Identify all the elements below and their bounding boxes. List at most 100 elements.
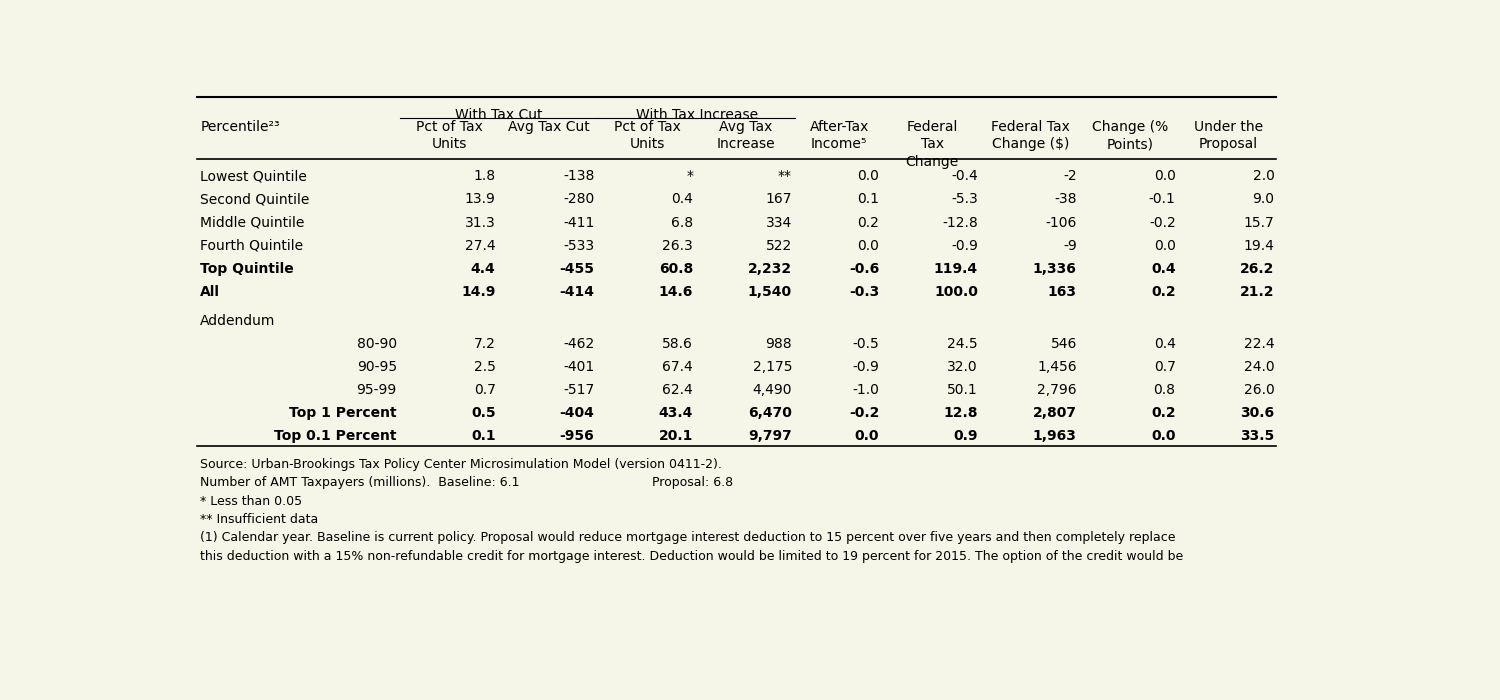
Text: 26.3: 26.3: [663, 239, 693, 253]
Text: 21.2: 21.2: [1240, 285, 1275, 299]
Text: 43.4: 43.4: [658, 406, 693, 420]
Text: 0.4: 0.4: [672, 193, 693, 206]
Text: 0.7: 0.7: [474, 383, 495, 397]
Text: 0.5: 0.5: [471, 406, 495, 420]
Text: 80-90: 80-90: [357, 337, 396, 351]
Text: 9,797: 9,797: [748, 430, 792, 444]
Text: 13.9: 13.9: [465, 193, 495, 206]
Text: 58.6: 58.6: [663, 337, 693, 351]
Text: -0.9: -0.9: [951, 239, 978, 253]
Text: 1.8: 1.8: [474, 169, 495, 183]
Text: 90-95: 90-95: [357, 360, 396, 374]
Text: 4,490: 4,490: [753, 383, 792, 397]
Text: 0.0: 0.0: [855, 430, 879, 444]
Text: -0.2: -0.2: [849, 406, 879, 420]
Text: 334: 334: [765, 216, 792, 230]
Text: 67.4: 67.4: [663, 360, 693, 374]
Text: 546: 546: [1050, 337, 1077, 351]
Text: All: All: [201, 285, 220, 299]
Text: 62.4: 62.4: [663, 383, 693, 397]
Text: ** Insufficient data: ** Insufficient data: [201, 513, 318, 526]
Text: 0.0: 0.0: [858, 239, 879, 253]
Text: Percentile²³: Percentile²³: [201, 120, 280, 134]
Text: 0.7: 0.7: [1154, 360, 1176, 374]
Text: Top 0.1 Percent: Top 0.1 Percent: [274, 430, 396, 444]
Text: 0.0: 0.0: [1154, 239, 1176, 253]
Text: (1) Calendar year. Baseline is current policy. Proposal would reduce mortgage in: (1) Calendar year. Baseline is current p…: [201, 531, 1176, 545]
Text: -0.2: -0.2: [1149, 216, 1176, 230]
Text: -5.3: -5.3: [951, 193, 978, 206]
Text: -411: -411: [562, 216, 594, 230]
Text: With Tax Increase: With Tax Increase: [636, 108, 758, 122]
Text: Addendum: Addendum: [201, 314, 276, 328]
Text: -533: -533: [564, 239, 594, 253]
Text: 2,807: 2,807: [1034, 406, 1077, 420]
Text: 19.4: 19.4: [1244, 239, 1275, 253]
Text: 1,963: 1,963: [1034, 430, 1077, 444]
Text: -106: -106: [1046, 216, 1077, 230]
Text: -455: -455: [560, 262, 594, 276]
Text: Top Quintile: Top Quintile: [201, 262, 294, 276]
Text: -0.4: -0.4: [951, 169, 978, 183]
Text: 20.1: 20.1: [658, 430, 693, 444]
Text: Lowest Quintile: Lowest Quintile: [201, 169, 308, 183]
Text: 4.4: 4.4: [471, 262, 495, 276]
Text: 30.6: 30.6: [1240, 406, 1275, 420]
Text: Avg Tax Cut: Avg Tax Cut: [507, 120, 590, 134]
Text: 2,796: 2,796: [1036, 383, 1077, 397]
Text: 60.8: 60.8: [658, 262, 693, 276]
Text: Under the
Proposal: Under the Proposal: [1194, 120, 1263, 151]
Text: 522: 522: [765, 239, 792, 253]
Text: 14.9: 14.9: [460, 285, 495, 299]
Text: 26.2: 26.2: [1240, 262, 1275, 276]
Text: 7.2: 7.2: [474, 337, 495, 351]
Text: 33.5: 33.5: [1240, 430, 1275, 444]
Text: 2,232: 2,232: [748, 262, 792, 276]
Text: 1,540: 1,540: [748, 285, 792, 299]
Text: 0.0: 0.0: [1150, 430, 1176, 444]
Text: 24.5: 24.5: [948, 337, 978, 351]
Text: Second Quintile: Second Quintile: [201, 193, 309, 206]
Text: Federal Tax
Change ($): Federal Tax Change ($): [992, 120, 1071, 151]
Text: -0.1: -0.1: [1149, 193, 1176, 206]
Text: -138: -138: [562, 169, 594, 183]
Text: 163: 163: [1048, 285, 1077, 299]
Text: -38: -38: [1054, 193, 1077, 206]
Text: After-Tax
Income⁵: After-Tax Income⁵: [810, 120, 868, 151]
Text: 0.2: 0.2: [1150, 406, 1176, 420]
Text: *: *: [686, 169, 693, 183]
Text: 0.4: 0.4: [1154, 337, 1176, 351]
Text: -462: -462: [562, 337, 594, 351]
Text: Change (%
Points): Change (% Points): [1092, 120, 1168, 151]
Text: 6.8: 6.8: [670, 216, 693, 230]
Text: 12.8: 12.8: [944, 406, 978, 420]
Text: -404: -404: [560, 406, 594, 420]
Text: 1,456: 1,456: [1036, 360, 1077, 374]
Text: this deduction with a 15% non-refundable credit for mortgage interest. Deduction: this deduction with a 15% non-refundable…: [201, 550, 1184, 563]
Text: Avg Tax
Increase: Avg Tax Increase: [717, 120, 776, 151]
Text: 0.8: 0.8: [1154, 383, 1176, 397]
Text: -956: -956: [560, 430, 594, 444]
Text: -280: -280: [562, 193, 594, 206]
Text: -2: -2: [1064, 169, 1077, 183]
Text: Fourth Quintile: Fourth Quintile: [201, 239, 303, 253]
Text: Number of AMT Taxpayers (millions).  Baseline: 6.1: Number of AMT Taxpayers (millions). Base…: [201, 477, 520, 489]
Text: 9.0: 9.0: [1252, 193, 1275, 206]
Text: -0.6: -0.6: [849, 262, 879, 276]
Text: -12.8: -12.8: [942, 216, 978, 230]
Text: -0.9: -0.9: [852, 360, 879, 374]
Text: -401: -401: [562, 360, 594, 374]
Text: 27.4: 27.4: [465, 239, 495, 253]
Text: * Less than 0.05: * Less than 0.05: [201, 495, 303, 508]
Text: Proposal: 6.8: Proposal: 6.8: [652, 477, 734, 489]
Text: Pct of Tax
Units: Pct of Tax Units: [416, 120, 483, 151]
Text: 2.5: 2.5: [474, 360, 495, 374]
Text: 22.4: 22.4: [1244, 337, 1275, 351]
Text: 119.4: 119.4: [934, 262, 978, 276]
Text: 0.4: 0.4: [1150, 262, 1176, 276]
Text: 14.6: 14.6: [658, 285, 693, 299]
Text: 1,336: 1,336: [1034, 262, 1077, 276]
Text: 988: 988: [765, 337, 792, 351]
Text: **: **: [778, 169, 792, 183]
Text: 32.0: 32.0: [948, 360, 978, 374]
